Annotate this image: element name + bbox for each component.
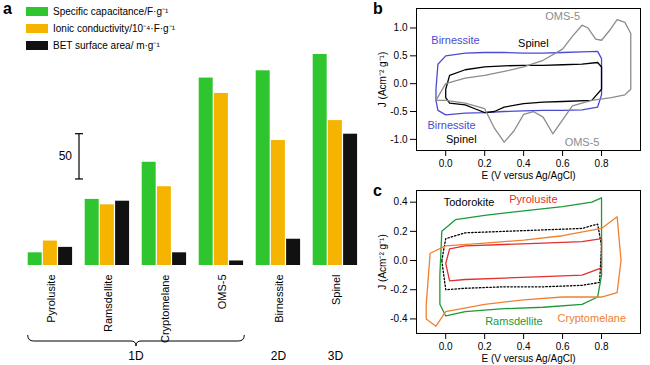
svg-text:Cryptomelane: Cryptomelane [558,312,626,324]
svg-text:OMS-5: OMS-5 [545,10,580,22]
svg-text:1D: 1D [128,349,144,363]
svg-text:0.2: 0.2 [394,226,408,237]
svg-text:2D: 2D [271,349,287,363]
html-text:a: a [3,0,12,17]
svg-text:-0.5: -0.5 [390,106,408,117]
svg-text:Birnessite: Birnessite [273,275,285,323]
svg-text:Pyrolusite: Pyrolusite [45,275,57,323]
svg-text:0.4: 0.4 [517,158,531,169]
svg-text:E (V versus Ag/AgCl): E (V versus Ag/AgCl) [482,170,576,181]
svg-text:-0.4: -0.4 [390,313,408,324]
html-text:BET surface area/ m·g⁻¹: BET surface area/ m·g⁻¹ [53,40,160,51]
svg-text:0.2: 0.2 [478,158,492,169]
html-text:Ionic conductivity/10⁻⁴·F·g⁻¹: Ionic conductivity/10⁻⁴·F·g⁻¹ [53,23,175,34]
svg-text:OMS-5: OMS-5 [565,136,600,148]
svg-text:Cryptomelane: Cryptomelane [159,275,171,343]
svg-text:0.8: 0.8 [595,158,609,169]
svg-text:0.8: 0.8 [595,341,609,352]
svg-text:0.6: 0.6 [556,158,570,169]
svg-text:-0.2: -0.2 [390,284,408,295]
svg-text:-1.0: -1.0 [390,134,408,145]
svg-text:1.0: 1.0 [394,22,408,33]
svg-text:0.0: 0.0 [439,158,453,169]
svg-text:Birnessite: Birnessite [431,34,479,46]
svg-text:0.5: 0.5 [394,50,408,61]
svg-text:0.0: 0.0 [394,78,408,89]
svg-text:0.4: 0.4 [394,196,408,207]
svg-text:3D: 3D [328,349,344,363]
svg-text:0.0: 0.0 [439,341,453,352]
svg-text:Spinel: Spinel [518,37,549,49]
svg-text:0.0: 0.0 [394,255,408,266]
html-text:b: b [373,0,383,17]
svg-text:0.6: 0.6 [556,341,570,352]
svg-text:Todorokite: Todorokite [444,196,495,208]
svg-text:Ramsdellite: Ramsdellite [102,275,114,332]
svg-text:Pyrolusite: Pyrolusite [509,193,557,205]
svg-text:J (Acm⁻² g⁻¹): J (Acm⁻² g⁻¹) [377,52,388,107]
svg-text:50: 50 [59,149,73,163]
html-text:c: c [373,182,382,199]
svg-text:OMS-5: OMS-5 [216,275,228,310]
svg-text:Spinel: Spinel [446,133,477,145]
svg-text:Ramsdellite: Ramsdellite [485,315,542,327]
svg-text:Birnessite: Birnessite [427,119,475,131]
svg-text:J (Acm⁻² g⁻¹): J (Acm⁻² g⁻¹) [377,234,388,289]
svg-text:E (V versus Ag/AgCl): E (V versus Ag/AgCl) [482,353,576,364]
svg-text:0.2: 0.2 [478,341,492,352]
svg-text:0.4: 0.4 [517,341,531,352]
svg-text:Spinel: Spinel [330,275,342,306]
html-text:Specific capacitance/F·g⁻¹: Specific capacitance/F·g⁻¹ [53,6,169,17]
